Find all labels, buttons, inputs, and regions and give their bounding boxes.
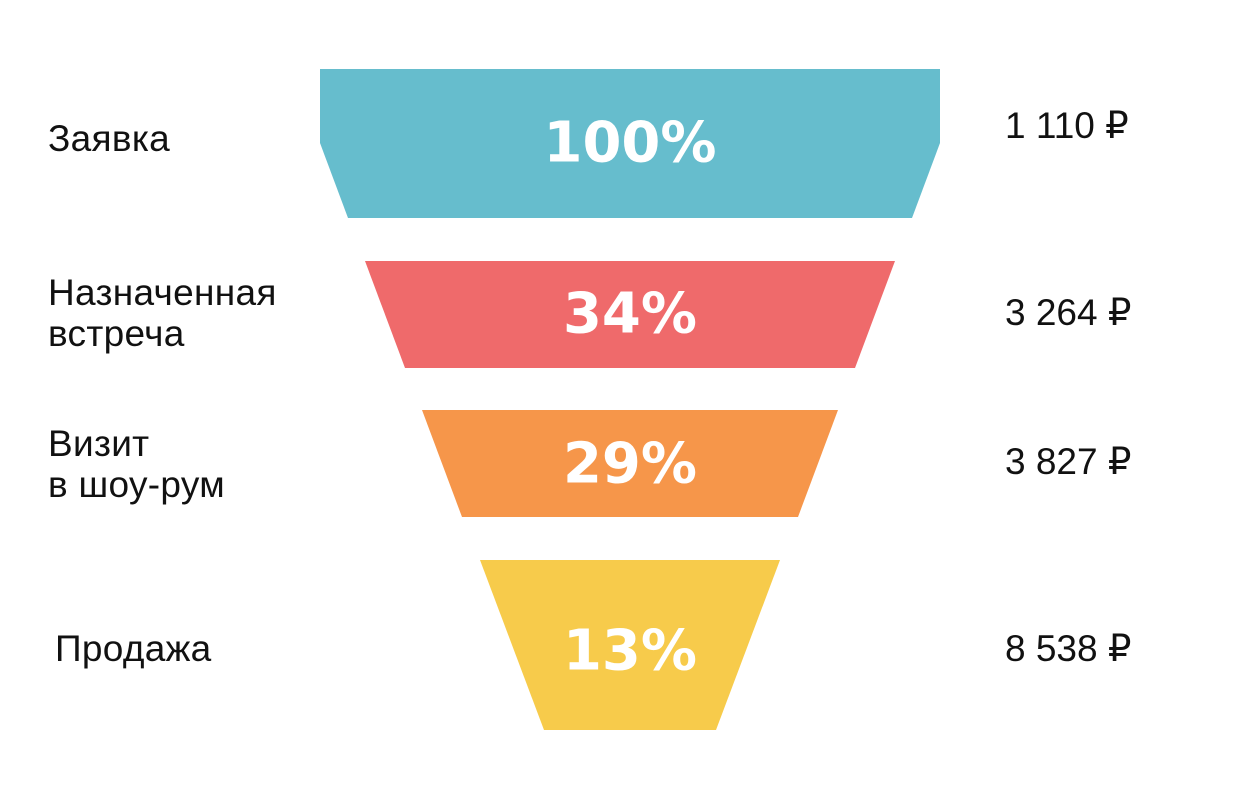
funnel-segment-meeting <box>365 261 895 368</box>
funnel-percent-sale: 13% <box>563 619 697 684</box>
stage-label-application: Заявка <box>48 118 170 159</box>
funnel-percent-meeting: 34% <box>563 282 697 347</box>
funnel-segment-showroom-visit <box>422 410 838 517</box>
stage-label-sale: Продажа <box>55 628 212 669</box>
funnel-segment-application <box>320 69 940 218</box>
funnel-segment-sale <box>480 560 780 730</box>
cost-label-application: 1 110 ₽ <box>1005 105 1129 146</box>
funnel-percent-application: 100% <box>543 111 716 176</box>
cost-label-sale: 8 538 ₽ <box>1005 628 1132 669</box>
cost-label-showroom-visit: 3 827 ₽ <box>1005 441 1132 482</box>
cost-label-meeting: 3 264 ₽ <box>1005 292 1132 333</box>
stage-label-showroom-visit: Визит в шоу-рум <box>48 423 225 505</box>
funnel-percent-showroom-visit: 29% <box>563 432 697 497</box>
stage-label-meeting: Назначенная встреча <box>48 272 277 354</box>
